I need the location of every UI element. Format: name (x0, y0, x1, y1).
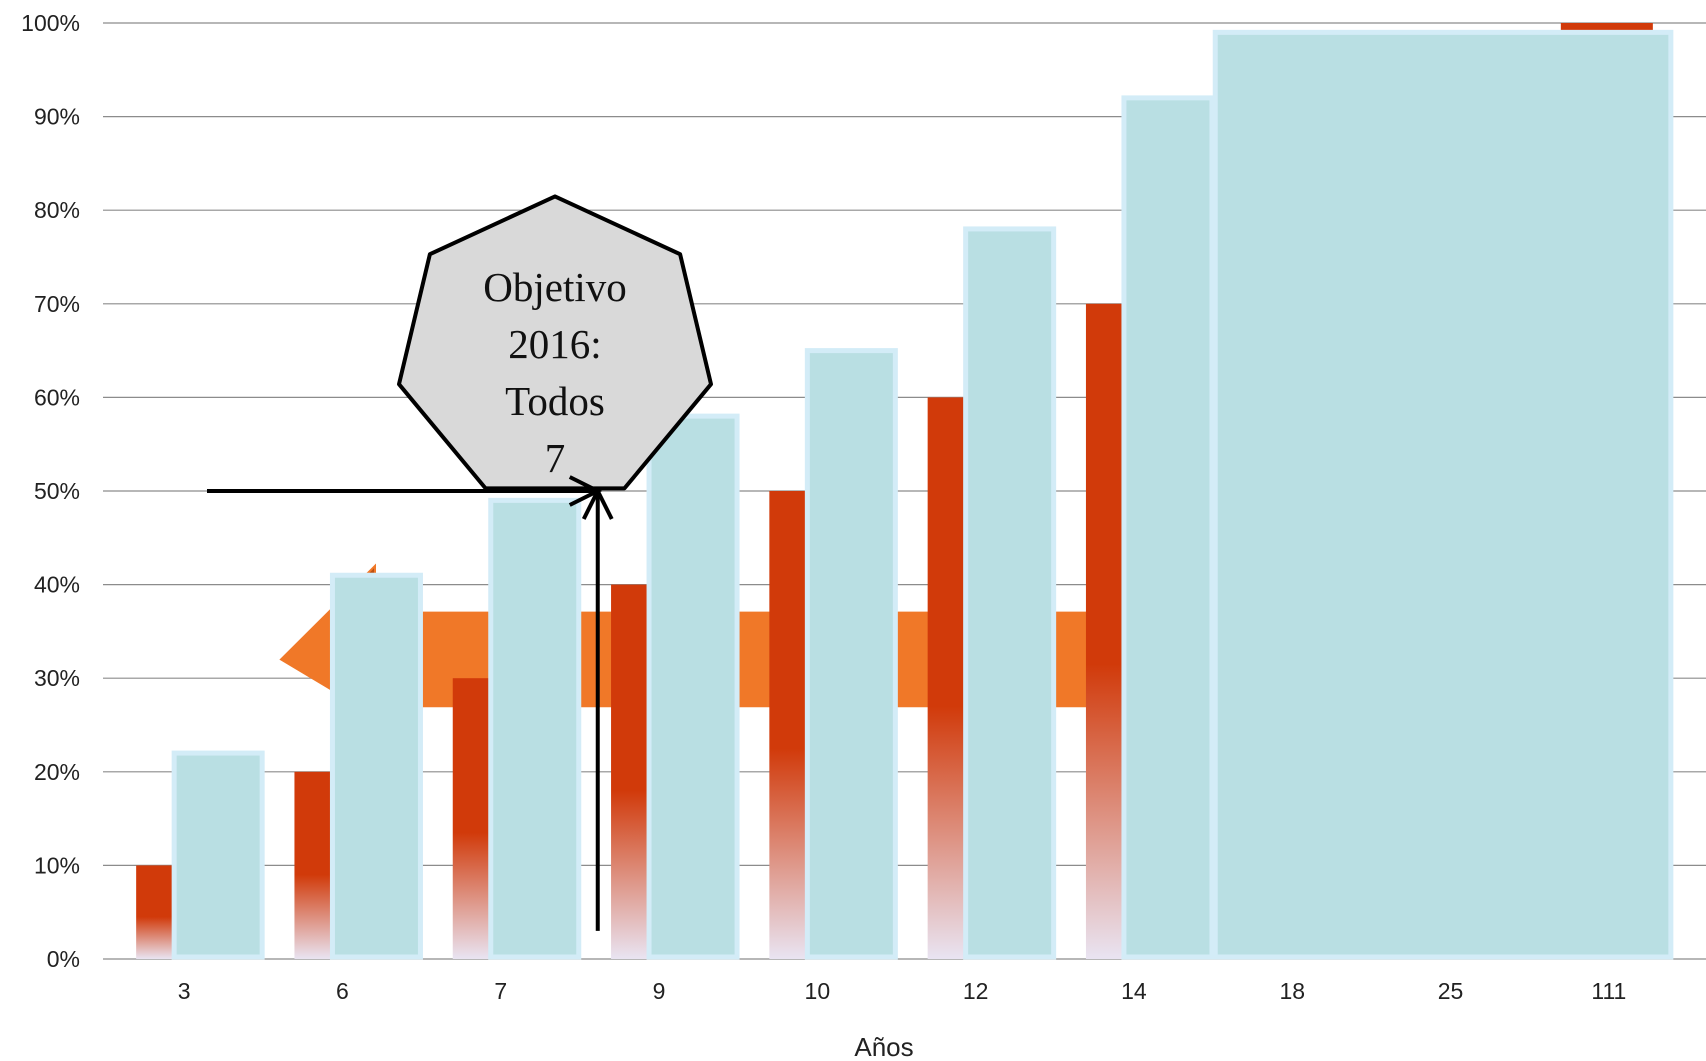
y-tick-label: 80% (34, 197, 80, 223)
callout-text-line: Todos (505, 378, 605, 424)
y-tick-label: 50% (34, 478, 80, 504)
y-tick-label: 20% (34, 759, 80, 785)
bar-series-2 (329, 572, 423, 960)
bar-series-2 (804, 348, 898, 960)
y-axis-ticks: 0% 10% 20% 30% 40% 50% 60% 70% 80% 90% 100% (21, 10, 80, 972)
y-tick-label: 0% (47, 946, 80, 972)
heptagon-callout (397, 194, 713, 491)
x-tick-label: 3 (178, 978, 191, 1004)
callout-text-line: Objetivo (483, 264, 626, 310)
y-tick-label: 70% (34, 291, 80, 317)
bar-series-2 (1212, 29, 1674, 960)
x-tick-label: 7 (494, 978, 507, 1004)
x-tick-label: 18 (1279, 978, 1305, 1004)
x-tick-label: 12 (963, 978, 989, 1004)
x-tick-label: 14 (1121, 978, 1147, 1004)
bar-series-2 (171, 750, 265, 960)
y-tick-label: 90% (34, 104, 80, 130)
bar-series-2 (1121, 95, 1215, 960)
y-tick-label: 30% (34, 665, 80, 691)
y-tick-label: 60% (34, 384, 80, 410)
bar-series-2 (488, 497, 582, 960)
x-axis-title: Años (854, 1032, 913, 1061)
series-2-bars (171, 29, 1674, 960)
callout-text-line: 2016: (508, 321, 601, 367)
x-tick-label: 111 (1591, 978, 1626, 1004)
x-tick-label: 10 (805, 978, 831, 1004)
callout-text-line: 7 (545, 435, 566, 481)
bar-series-2 (963, 226, 1057, 960)
x-tick-label: 9 (653, 978, 666, 1004)
vertical-arrowhead (581, 486, 614, 520)
x-axis-ticks: 3 6 7 9 10 12 14 18 25 111 (178, 978, 1627, 1004)
x-tick-label: 25 (1438, 978, 1464, 1004)
annotation-callout: Objetivo 2016: Todos 7 (207, 194, 713, 931)
y-tick-label: 40% (34, 572, 80, 598)
x-tick-label: 6 (336, 978, 349, 1004)
y-tick-label: 10% (34, 852, 80, 878)
y-tick-label: 100% (21, 10, 80, 36)
bar-series-2 (646, 413, 740, 960)
